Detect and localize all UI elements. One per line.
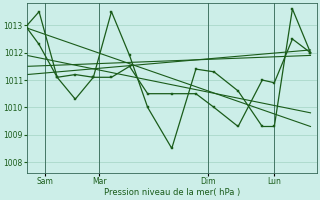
X-axis label: Pression niveau de la mer( hPa ): Pression niveau de la mer( hPa ) <box>104 188 240 197</box>
